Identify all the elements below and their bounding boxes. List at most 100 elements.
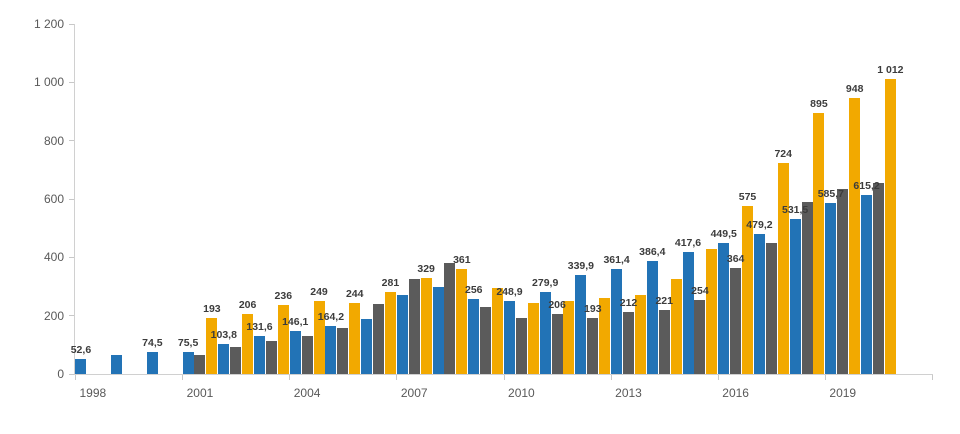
bar-gray-2003 xyxy=(265,341,277,374)
bar-value-label: 164,2 xyxy=(317,311,345,324)
x-axis-label: 2010 xyxy=(508,386,535,400)
x-axis-tick xyxy=(75,375,76,380)
bar-gray-2015 xyxy=(694,299,706,374)
bar-gray-2001 xyxy=(194,354,206,374)
bar-blue-2019 xyxy=(825,203,837,374)
x-axis-tick xyxy=(610,375,612,380)
bar-blue-2020 xyxy=(861,194,873,374)
y-axis-label: 600 xyxy=(43,192,64,206)
bar-value-label: 254 xyxy=(691,284,709,297)
x-axis-tick xyxy=(182,375,184,380)
y-axis-label: 1 200 xyxy=(33,17,64,31)
y-axis-tick xyxy=(69,23,74,25)
bar-gray-2008 xyxy=(444,263,456,374)
bar-blue-2006 xyxy=(361,318,373,374)
bar-blue-2017 xyxy=(753,234,765,374)
bar-gray-2010 xyxy=(515,318,527,374)
bar-value-label: 575 xyxy=(738,191,757,204)
y-axis-tick xyxy=(69,256,74,258)
bar-gray-2016 xyxy=(730,267,742,374)
x-axis-label: 2001 xyxy=(186,386,214,400)
x-axis-tick xyxy=(717,375,719,380)
bar-yellow-2019 xyxy=(849,97,861,374)
bar-gray-2005 xyxy=(337,327,349,374)
y-axis-tick xyxy=(69,81,74,83)
y-axis-label: 0 xyxy=(57,367,64,381)
bar-yellow-2012 xyxy=(599,298,611,374)
bar-gray-2020 xyxy=(872,182,884,374)
bar-blue-2015 xyxy=(682,252,694,374)
bar-yellow-2017 xyxy=(777,162,789,374)
bar-value-label: 52,6 xyxy=(70,343,92,356)
bar-value-label: 206 xyxy=(238,298,257,311)
bar-gray-2009 xyxy=(480,306,492,374)
bar-yellow-2007 xyxy=(420,278,432,374)
bar-value-label: 74,5 xyxy=(142,337,163,350)
x-axis-tick xyxy=(824,375,826,380)
bar-value-label: 449,5 xyxy=(710,227,737,240)
bar-yellow-2018 xyxy=(813,112,825,374)
bar-blue-2010 xyxy=(503,301,515,374)
x-axis-label: 2019 xyxy=(829,386,857,400)
bar-yellow-2001 xyxy=(206,317,218,374)
bar-value-label: 212 xyxy=(619,297,638,310)
bar-blue-2002 xyxy=(218,343,230,374)
bar-gray-2002 xyxy=(230,347,242,374)
bar-blue-2018 xyxy=(789,218,801,374)
bar-blue-2009 xyxy=(468,299,480,374)
bar-value-label: 236 xyxy=(274,290,293,303)
bar-gray-2004 xyxy=(301,336,313,374)
x-axis-label: 2016 xyxy=(722,386,749,400)
y-axis-label: 800 xyxy=(43,133,64,148)
bar-yellow-2009 xyxy=(492,287,504,374)
bar-value-label: 75,5 xyxy=(177,336,199,349)
x-axis-label: 2013 xyxy=(615,386,642,400)
bar-value-label: 279,9 xyxy=(532,277,559,290)
bar-value-label: 531,5 xyxy=(782,203,809,216)
bar-value-label: 131,6 xyxy=(246,320,273,333)
bar-gray-2013 xyxy=(623,312,634,374)
x-axis-label: 2004 xyxy=(293,386,321,400)
bar-gray-2007 xyxy=(408,279,420,374)
bar-value-label: 895 xyxy=(810,97,828,110)
bar-blue-2003 xyxy=(254,335,265,374)
bar-blue-2004 xyxy=(289,331,301,374)
bar-yellow-2014 xyxy=(670,278,682,374)
y-axis-tick xyxy=(69,315,74,317)
bar-value-label: 339,9 xyxy=(567,259,595,272)
bar-value-label: 206 xyxy=(548,298,566,311)
bar-value-label: 361 xyxy=(453,253,471,266)
bar-value-label: 329 xyxy=(417,263,435,276)
bar-yellow-2020 xyxy=(884,78,896,374)
bar-value-label: 724 xyxy=(774,147,792,160)
y-axis-label: 1 000 xyxy=(33,75,64,90)
bar-yellow-2008 xyxy=(456,268,468,374)
x-axis-tick xyxy=(289,375,291,380)
bar-value-label: 479,2 xyxy=(746,219,773,232)
bar-yellow-2013 xyxy=(634,295,646,374)
bar-yellow-2011 xyxy=(563,301,575,374)
y-axis-tick xyxy=(69,198,74,200)
x-axis-tick xyxy=(932,375,934,380)
bar-blue-2016 xyxy=(718,242,730,374)
bar-gray-2018 xyxy=(801,201,813,374)
bar-value-label: 248,9 xyxy=(496,286,523,299)
bar-blue-1998 xyxy=(75,358,87,374)
bar-yellow-2003 xyxy=(277,305,289,374)
x-axis-line xyxy=(74,374,933,375)
bar-yellow-2004 xyxy=(313,301,325,374)
bar-value-label: 364 xyxy=(726,252,745,265)
bar-value-label: 244 xyxy=(345,287,364,300)
bar-gray-2014 xyxy=(658,309,670,374)
y-axis-label: 200 xyxy=(43,308,64,323)
bar-blue-2014 xyxy=(646,261,658,374)
bar-value-label: 193 xyxy=(203,302,221,315)
y-axis-line xyxy=(74,24,75,374)
bar-value-label: 256 xyxy=(464,284,483,297)
bar-blue-2011 xyxy=(539,292,551,374)
bar-blue-2013 xyxy=(611,268,623,374)
bar-blue-2005 xyxy=(325,326,337,374)
bar-blue-2008 xyxy=(432,286,444,374)
